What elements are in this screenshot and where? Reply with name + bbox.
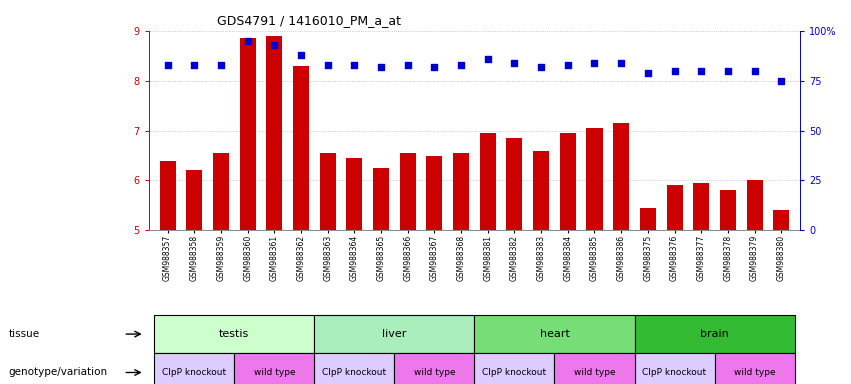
Bar (154, 315, 314, 353)
Text: wild type: wild type (574, 368, 615, 377)
Point (481, 56, 494, 62)
Bar (586, 128, 603, 230)
Point (748, 68, 762, 74)
Point (321, 61, 334, 68)
Point (267, 41, 281, 48)
Text: ClpP knockout: ClpP knockout (483, 368, 546, 377)
Point (161, 61, 174, 68)
Bar (746, 180, 762, 230)
Bar (640, 208, 656, 230)
Text: ClpP knockout: ClpP knockout (163, 368, 226, 377)
Point (401, 61, 414, 68)
Bar (614, 123, 629, 230)
Text: wild type: wild type (414, 368, 455, 377)
Point (534, 64, 548, 70)
Bar (266, 36, 283, 230)
Text: heart: heart (540, 329, 569, 339)
Point (614, 60, 628, 66)
Bar (293, 66, 309, 230)
Bar (635, 353, 715, 384)
Point (508, 60, 522, 66)
Bar (160, 161, 175, 230)
Point (374, 64, 388, 70)
Point (641, 70, 654, 76)
Bar (453, 153, 469, 230)
Text: wild type: wild type (254, 368, 295, 377)
Bar (635, 315, 795, 353)
Text: testis: testis (220, 329, 249, 339)
Bar (314, 315, 475, 353)
Point (721, 68, 734, 74)
Bar (234, 353, 314, 384)
Point (294, 51, 308, 58)
Bar (480, 133, 496, 230)
Bar (346, 158, 363, 230)
Point (588, 60, 602, 66)
Bar (694, 183, 709, 230)
Bar (373, 168, 389, 230)
Bar (533, 151, 549, 230)
Bar (506, 138, 523, 230)
Point (241, 38, 254, 44)
Point (668, 68, 682, 74)
Point (427, 64, 441, 70)
Point (694, 68, 708, 74)
Point (347, 61, 361, 68)
Text: brain: brain (700, 329, 729, 339)
Bar (555, 353, 635, 384)
Point (454, 61, 468, 68)
Text: ClpP knockout: ClpP knockout (643, 368, 706, 377)
Bar (154, 353, 234, 384)
Bar (400, 153, 416, 230)
Bar (186, 170, 203, 230)
Bar (213, 153, 229, 230)
Bar (666, 185, 683, 230)
Point (561, 61, 574, 68)
Text: GDS4791 / 1416010_PM_a_at: GDS4791 / 1416010_PM_a_at (217, 14, 401, 27)
Point (187, 61, 201, 68)
Bar (475, 353, 555, 384)
Bar (475, 315, 635, 353)
Text: ClpP knockout: ClpP knockout (323, 368, 386, 377)
Bar (774, 210, 789, 230)
Point (214, 61, 228, 68)
Bar (320, 153, 335, 230)
Bar (394, 353, 475, 384)
Point (774, 78, 788, 84)
Bar (560, 133, 576, 230)
Text: wild type: wild type (734, 368, 775, 377)
Text: liver: liver (382, 329, 407, 339)
Bar (720, 190, 736, 230)
Bar (715, 353, 795, 384)
Text: genotype/variation: genotype/variation (9, 367, 107, 377)
Bar (426, 156, 443, 230)
Text: tissue: tissue (9, 329, 40, 339)
Bar (240, 38, 255, 230)
Bar (314, 353, 394, 384)
